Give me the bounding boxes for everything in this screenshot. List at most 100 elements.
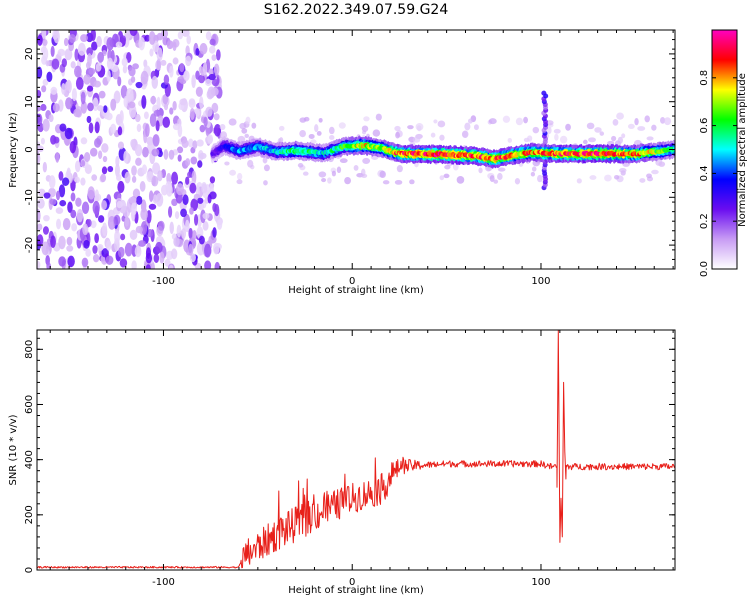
heatmap-noise-cell — [156, 32, 164, 41]
heatmap-noise-cell — [136, 123, 142, 133]
heatmap-noise-cell — [128, 66, 136, 77]
heatmap-noise-cell — [168, 149, 175, 160]
heatmap-noise-cell — [119, 258, 128, 268]
heatmap-noise-cell — [66, 167, 71, 179]
heatmap-haze-cell — [531, 166, 537, 172]
heatmap-noise-cell — [182, 194, 189, 206]
heatmap-noise-cell — [166, 40, 174, 50]
heatmap-haze-cell — [613, 175, 620, 180]
heatmap-noise-cell — [37, 34, 43, 46]
heatmap-noise-cell — [53, 136, 60, 144]
heatmap-noise-cell — [179, 62, 185, 73]
heatmap-noise-cell — [181, 139, 189, 149]
heatmap-noise-cell — [100, 200, 108, 210]
heatmap-noise-cell — [209, 176, 216, 184]
heatmap-noise-cell — [80, 177, 86, 186]
heatmap-noise-cell — [57, 48, 66, 57]
heatmap-haze-cell — [299, 117, 307, 123]
heatmap-haze-cell — [644, 115, 650, 123]
heatmap-haze-cell — [244, 133, 249, 138]
heatmap-haze-cell — [318, 117, 323, 123]
heatmap-haze-cell — [407, 125, 414, 130]
heatmap-noise-cell — [102, 155, 108, 163]
heatmap-noise-cell — [181, 30, 190, 37]
heatmap-noise-cell — [98, 215, 105, 223]
heatmap-noise-cell — [203, 116, 208, 127]
heatmap-haze-cell — [639, 178, 646, 183]
heatmap-haze-cell — [237, 172, 243, 181]
heatmap-noise-cell — [37, 198, 45, 209]
heatmap-noise-cell — [43, 192, 51, 199]
heatmap-haze-cell — [493, 179, 499, 184]
heatmap-noise-cell — [126, 87, 134, 102]
colorbar-frame — [711, 29, 738, 270]
heatmap-noise-cell — [92, 97, 99, 112]
heatmap-noise-cell — [169, 221, 174, 235]
heatmap-noise-cell — [181, 228, 187, 239]
heatmap-noise-cell — [196, 139, 204, 147]
heatmap-noise-cell — [193, 213, 199, 226]
heatmap-noise-cell — [120, 85, 128, 99]
heatmap-noise-cell — [40, 137, 45, 145]
heatmap-noise-cell — [90, 220, 97, 229]
heatmap-noise-cell — [198, 235, 205, 245]
heatmap-haze-cell — [412, 136, 421, 143]
heatmap-noise-cell — [199, 124, 206, 133]
heatmap-noise-cell — [201, 183, 208, 194]
heatmap-noise-cell — [102, 222, 108, 237]
heatmap-noise-cell — [197, 197, 204, 204]
colorbar-gradient — [712, 30, 737, 269]
heatmap-noise-cell — [130, 139, 136, 148]
heatmap-haze-cell — [219, 124, 226, 131]
heatmap-noise-cell — [211, 102, 219, 113]
heatmap-noise-cell — [152, 134, 160, 147]
heatmap-noise-cell — [117, 246, 125, 258]
heatmap-noise-cell — [70, 192, 76, 202]
heatmap-noise-cell — [139, 181, 146, 192]
heatmap-haze-cell — [302, 171, 309, 176]
heatmap-noise-cell — [82, 223, 89, 236]
heatmap-noise-cell — [101, 143, 109, 153]
heatmap-noise-cell — [74, 48, 79, 61]
heatmap-noise-cell — [75, 77, 84, 90]
heatmap-haze-cell — [604, 174, 612, 182]
heatmap-noise-cell — [61, 58, 67, 68]
heatmap-noise-cell — [41, 241, 50, 256]
heatmap-haze-cell — [433, 119, 438, 124]
heatmap-noise-cell — [163, 103, 169, 111]
heatmap-haze-cell — [329, 134, 335, 140]
heatmap-haze-cell — [537, 174, 543, 183]
heatmap-noise-cell — [189, 207, 194, 215]
heatmap-noise-cell — [64, 48, 73, 61]
heatmap-noise-cell — [131, 201, 137, 216]
heatmap-noise-cell — [80, 137, 88, 145]
heatmap-haze-cell — [621, 133, 626, 139]
snr-ytick-label: 400 — [24, 450, 35, 469]
heatmap-noise-cell — [149, 48, 154, 57]
colorbar-label: Normalized spectral amplitude — [737, 73, 748, 227]
heatmap-noise-cell — [105, 112, 113, 121]
heatmap-noise-cell — [80, 160, 86, 167]
spectrogram-xtick-label: 100 — [531, 276, 550, 287]
heatmap-noise-cell — [171, 248, 178, 260]
heatmap-noise-cell — [190, 156, 198, 165]
heatmap-noise-cell — [63, 37, 69, 47]
heatmap-noise-cell — [211, 78, 220, 87]
heatmap-noise-cell — [70, 61, 76, 69]
heatmap-noise-cell — [37, 152, 41, 165]
heatmap-haze-cell — [478, 167, 483, 174]
heatmap-noise-cell — [186, 34, 191, 45]
heatmap-noise-cell — [94, 233, 99, 244]
heatmap-noise-cell — [91, 41, 98, 51]
spectrogram-ytick-label: 20 — [24, 48, 35, 61]
heatmap-haze-cell — [576, 178, 582, 184]
heatmap-noise-cell — [212, 202, 217, 213]
heatmap-haze-cell — [241, 128, 248, 134]
heatmap-haze-cell — [473, 124, 479, 131]
heatmap-noise-cell — [149, 113, 157, 127]
heatmap-haze-cell — [588, 137, 596, 143]
heatmap-noise-cell — [202, 61, 208, 76]
heatmap-noise-cell — [65, 97, 73, 110]
heatmap-haze-cell — [299, 129, 306, 138]
heatmap-noise-cell — [151, 148, 160, 157]
